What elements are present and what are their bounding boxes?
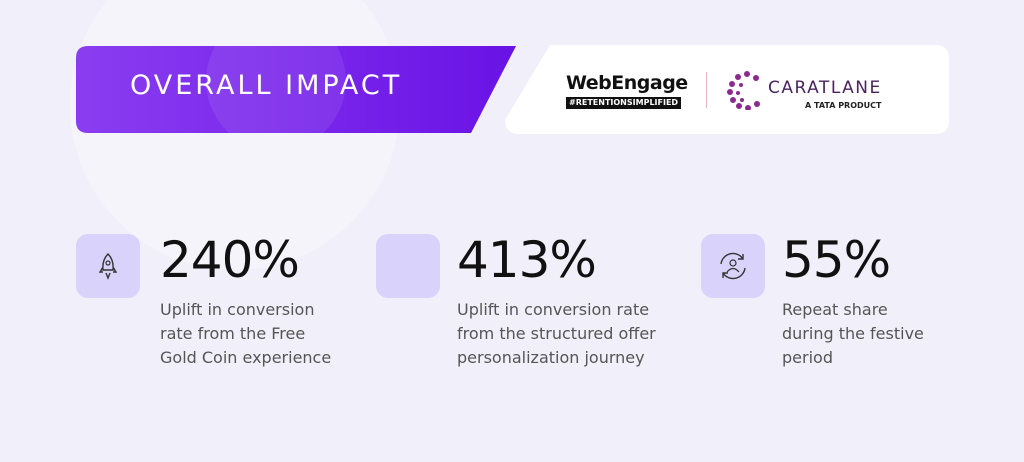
- description-line: Gold Coin experience: [160, 348, 332, 367]
- description-line: Uplift in conversion rate: [457, 300, 650, 319]
- description-line: rate from the Free: [160, 324, 306, 343]
- stat-icon: [701, 234, 765, 298]
- description-line: personalization journey: [457, 348, 645, 367]
- caratlane-logo: CARATLANE: [768, 78, 882, 98]
- stat-value: 55%: [782, 231, 891, 289]
- stat-value: 413%: [457, 231, 597, 289]
- caratlane-subtitle: A TATA PRODUCT: [805, 101, 882, 110]
- title-banner: [76, 46, 516, 133]
- rocket-icon: [98, 253, 118, 280]
- description-line: Repeat share: [782, 300, 888, 319]
- logo-panel: [505, 45, 949, 134]
- stat-icon: [376, 234, 440, 298]
- description-line: period: [782, 348, 833, 367]
- stat-description: Uplift in conversion rate from the struc…: [457, 298, 656, 370]
- logo-divider: [706, 72, 707, 108]
- webengage-logo: WebEngage: [566, 72, 688, 94]
- repeat-icon: [720, 252, 746, 280]
- stat-description: Uplift in conversion rate from the Free …: [160, 298, 331, 370]
- stat-value: 240%: [160, 231, 300, 289]
- title: OVERALL IMPACT: [130, 70, 403, 101]
- description-line: Uplift in conversion: [160, 300, 315, 319]
- caratlane-icon: [727, 71, 760, 110]
- description-line: during the festive: [782, 324, 924, 343]
- description-line: from the structured offer: [457, 324, 656, 343]
- decor-circle: [70, 0, 400, 270]
- webengage-tagline: #RETENTIONSIMPLIFIED: [566, 97, 682, 109]
- stat-icon: [76, 234, 140, 298]
- stat-description: Repeat share during the festive period: [782, 298, 924, 370]
